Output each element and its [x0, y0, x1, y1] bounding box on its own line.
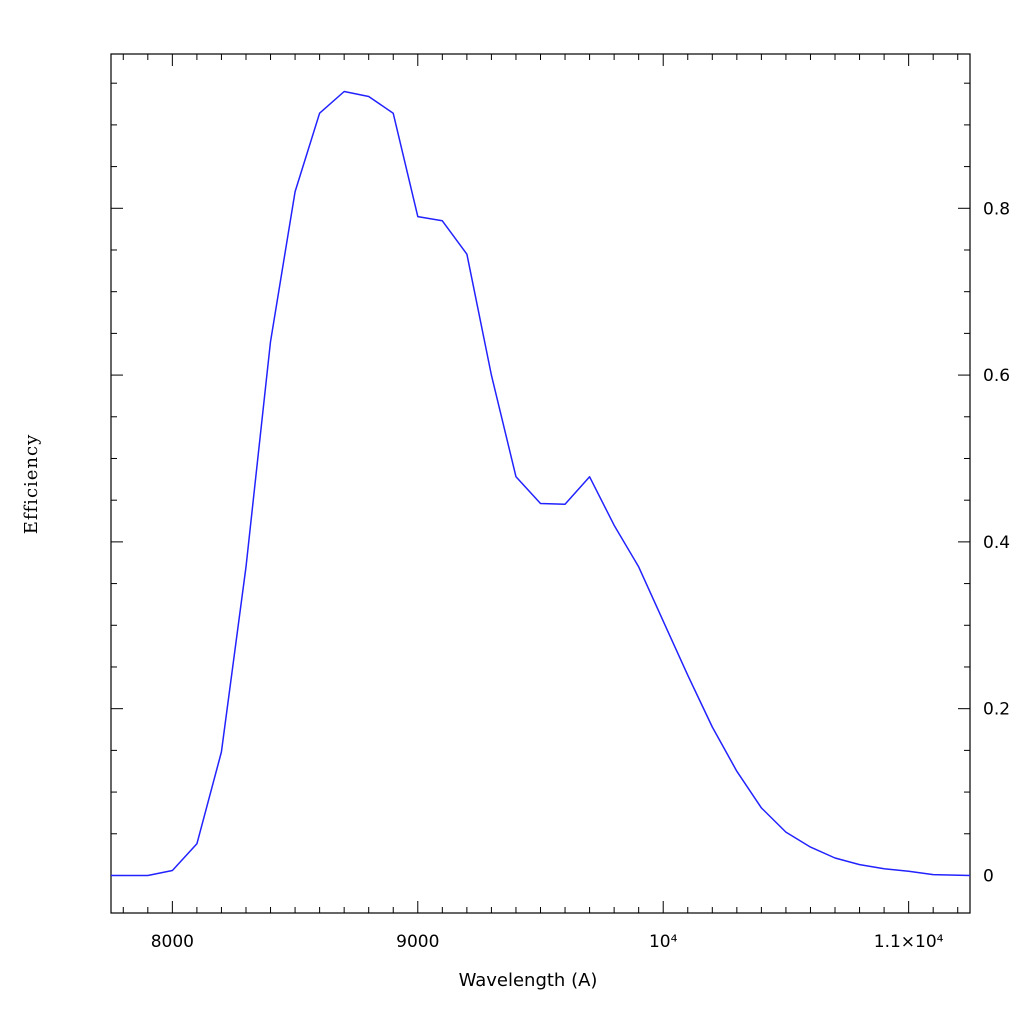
y-axis-ticks: 0 0.2 0.4 0.6 0.8 — [111, 82, 1010, 886]
x-tick-label: 8000 — [151, 932, 194, 952]
y-tick-label: 0.2 — [983, 700, 1010, 720]
y-tick-label: 0 — [983, 866, 994, 886]
y-axis-title: Efficiency — [21, 434, 42, 535]
y-tick-label: 0.4 — [983, 533, 1010, 553]
x-axis-ticks: 8000 9000 10⁴ 1.1×10⁴ — [122, 54, 959, 952]
plot-frame — [110, 53, 971, 914]
y-tick-label: 0.6 — [983, 366, 1010, 386]
x-tick-label: 9000 — [396, 932, 439, 952]
series-line — [111, 90, 971, 877]
x-tick-label: 10⁴ — [649, 932, 678, 952]
x-axis-title: Wavelength (A) — [459, 970, 598, 991]
y-tick-label: 0.8 — [983, 199, 1010, 219]
x-tick-label: 1.1×10⁴ — [874, 932, 944, 952]
series-layer — [111, 90, 971, 877]
